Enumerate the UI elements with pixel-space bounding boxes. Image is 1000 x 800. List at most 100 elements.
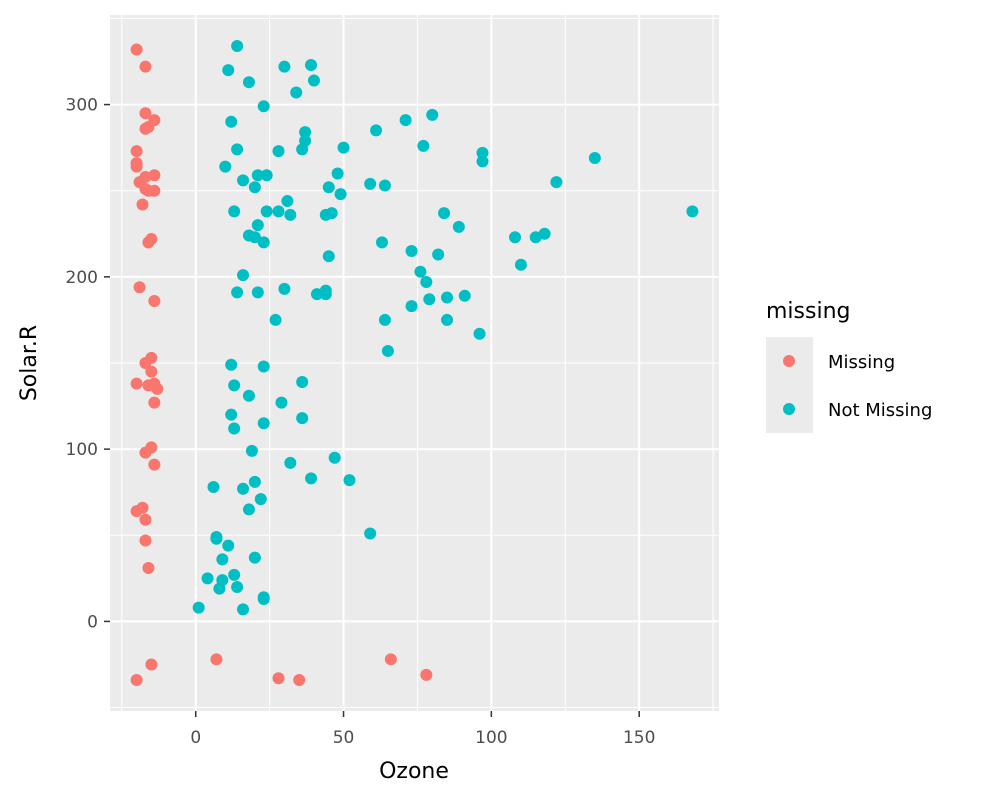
not-missing-point xyxy=(452,220,465,233)
legend-key-missing xyxy=(783,355,795,367)
missing-point xyxy=(130,43,143,56)
not-missing-point xyxy=(260,205,273,218)
not-missing-point xyxy=(378,179,391,192)
missing-point xyxy=(136,198,149,211)
missing-point xyxy=(145,658,158,671)
not-missing-point xyxy=(231,580,244,593)
missing-point xyxy=(293,673,306,686)
not-missing-point xyxy=(248,231,261,244)
not-missing-point xyxy=(334,188,347,201)
not-missing-point xyxy=(254,493,267,506)
not-missing-point xyxy=(284,208,297,221)
not-missing-point xyxy=(275,396,288,409)
not-missing-point xyxy=(364,527,377,540)
missing-point xyxy=(130,160,143,173)
not-missing-point xyxy=(257,360,270,373)
not-missing-point xyxy=(251,169,264,182)
missing-point xyxy=(130,673,143,686)
not-missing-point xyxy=(257,236,270,249)
missing-point xyxy=(142,562,155,575)
legend-title: missing xyxy=(766,299,851,324)
missing-point xyxy=(130,505,143,518)
not-missing-point xyxy=(476,155,489,168)
not-missing-point xyxy=(231,40,244,53)
legend: missing Missing Not Missing xyxy=(766,299,932,433)
not-missing-point xyxy=(305,58,318,71)
not-missing-point xyxy=(325,207,338,220)
not-missing-point xyxy=(257,100,270,113)
missing-point xyxy=(139,446,152,459)
not-missing-point xyxy=(305,472,318,485)
not-missing-point xyxy=(228,422,241,435)
not-missing-point xyxy=(231,143,244,156)
not-missing-point xyxy=(281,195,294,208)
missing-point xyxy=(145,365,158,378)
y-tick-label: 200 xyxy=(66,268,98,288)
not-missing-point xyxy=(337,141,350,154)
missing-point xyxy=(148,458,161,471)
x-tick-label: 100 xyxy=(475,728,507,748)
not-missing-point xyxy=(331,167,344,180)
missing-point xyxy=(130,377,143,390)
y-axis-title: Solar.R xyxy=(17,325,42,401)
missing-point xyxy=(133,281,146,294)
y-tick-label: 100 xyxy=(66,440,98,460)
not-missing-point xyxy=(473,327,486,340)
minor-gridlines xyxy=(110,15,719,711)
not-missing-point xyxy=(538,227,551,240)
missing-point xyxy=(139,107,152,120)
legend-label-not-missing: Not Missing xyxy=(828,400,932,421)
not-missing-point xyxy=(272,205,285,218)
not-missing-point xyxy=(441,291,454,304)
x-tick-label: 50 xyxy=(333,728,355,748)
missing-point xyxy=(272,672,285,685)
not-missing-point xyxy=(284,456,297,469)
not-missing-point xyxy=(322,181,335,194)
not-missing-point xyxy=(426,108,439,121)
not-missing-point xyxy=(245,444,258,457)
not-missing-point xyxy=(364,177,377,190)
missing-point xyxy=(139,357,152,369)
missing-point xyxy=(142,236,155,249)
missing-point xyxy=(420,668,433,681)
legend-key-not-missing xyxy=(783,403,795,415)
not-missing-point xyxy=(405,300,418,313)
not-missing-point xyxy=(290,86,303,99)
not-missing-point xyxy=(210,532,223,545)
not-missing-point xyxy=(423,293,436,306)
missing-point xyxy=(142,184,155,197)
not-missing-point xyxy=(257,593,270,606)
not-missing-point xyxy=(225,115,238,128)
not-missing-point xyxy=(237,269,250,282)
not-missing-point xyxy=(231,286,244,299)
missing-point xyxy=(139,122,152,135)
not-missing-point xyxy=(343,474,356,487)
missing-point xyxy=(130,145,143,158)
missing-point xyxy=(139,534,152,547)
x-axis-title: Ozone xyxy=(379,759,449,784)
not-missing-point xyxy=(242,389,255,402)
not-missing-point xyxy=(222,539,235,552)
not-missing-point xyxy=(225,408,238,421)
not-missing-point xyxy=(237,174,250,187)
not-missing-point xyxy=(222,64,235,77)
not-missing-point xyxy=(381,344,394,357)
not-missing-point xyxy=(307,74,320,87)
not-missing-point xyxy=(378,313,391,326)
not-missing-point xyxy=(441,313,454,326)
y-axis-ticks: 0 100 200 300 xyxy=(66,96,110,632)
not-missing-point xyxy=(228,379,241,392)
not-missing-point xyxy=(251,286,264,299)
not-missing-point xyxy=(432,248,445,261)
not-missing-point xyxy=(260,169,273,182)
not-missing-point xyxy=(370,124,383,137)
not-missing-point xyxy=(201,572,214,585)
not-missing-point xyxy=(228,205,241,218)
not-missing-point xyxy=(417,139,430,152)
not-missing-point xyxy=(272,145,285,158)
not-missing-point xyxy=(414,265,427,278)
not-missing-point xyxy=(686,205,699,218)
not-missing-point xyxy=(248,181,261,194)
x-axis-ticks: 0 50 100 150 xyxy=(190,711,655,748)
